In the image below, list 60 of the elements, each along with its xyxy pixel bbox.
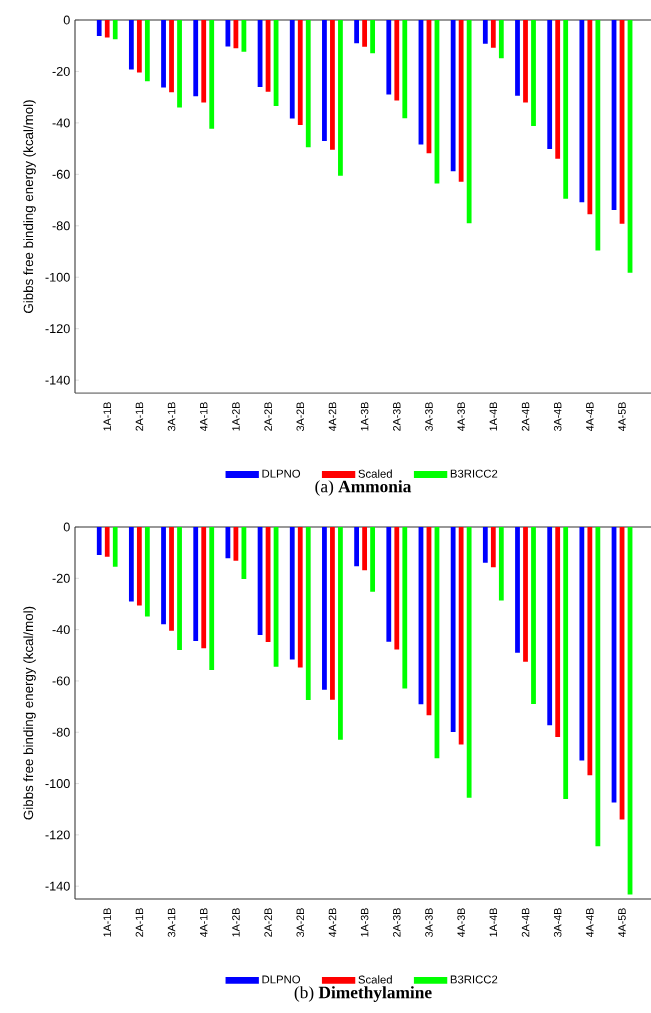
legend-label: Scaled [358,469,392,478]
x-tick-label: 1A-4B [489,908,497,937]
x-tick-label: 2A-2B [264,402,272,431]
text: (b) Dimethylamine [294,986,432,1002]
x-tick-label: 1A-3B [360,908,369,937]
x-tick-label: 3A-3B [425,908,433,937]
x-tick-label: 4A-4B [586,908,594,938]
x-tick-label: 4A-3B [457,908,465,938]
x-tick-label: 1A-3B [360,402,369,431]
x-tick-label: 3A-4B [553,908,562,937]
y-tick-label: -100 [45,272,70,282]
x-tick-label: 3A-4B [553,402,562,431]
x-tick-label: 4A-1B [200,908,208,938]
x-tick-label: 2A-3B [393,908,401,937]
x-tick-label: 1A-2B [232,402,240,431]
x-tick-label: 4A-1B [200,402,208,432]
y-tick-label: -60 [52,169,70,179]
x-tick-label: 2A-1B [135,402,144,431]
y-tick-label: 0 [63,522,70,532]
y-tick-label: -120 [45,830,70,840]
x-tick-label: 3A-1B [167,908,176,937]
y-axis-title: Gibbs free binding energy (kcal/mol) [23,100,36,313]
y-tick-label: -40 [52,625,70,635]
legend-label: Scaled [358,975,392,984]
legend-label: DLPNO [262,975,301,984]
x-tick-label: 4A-3B [457,402,465,432]
x-tick-label: 1A-2B [232,908,240,937]
x-tick-label: 1A-1B [103,908,111,937]
x-tick-label: 2A-4B [521,402,530,431]
y-axis-title: Gibbs free binding energy (kcal/mol) [23,606,36,820]
x-tick-label: 2A-4B [521,908,530,937]
legend-label: B3RICC2 [450,469,498,478]
x-tick-label: 4A-5B [618,908,626,938]
y-tick-label: -20 [52,66,70,76]
y-tick-label: -80 [52,221,70,231]
x-tick-label: 3A-1B [167,402,176,431]
x-tick-label: 4A-2B [328,402,337,432]
y-tick-label: 0 [63,15,70,25]
x-tick-label: 2A-1B [135,908,144,937]
y-tick-label: -80 [52,727,70,737]
y-tick-label: -140 [45,375,70,385]
y-tick-label: -40 [52,118,70,128]
x-tick-label: 4A-2B [328,908,337,938]
x-tick-label: 1A-4B [489,402,497,431]
x-tick-label: 3A-3B [425,402,433,431]
legend-label: DLPNO [262,469,301,478]
x-tick-label: 3A-2B [296,402,305,431]
y-tick-label: -100 [45,779,70,789]
x-tick-label: 3A-2B [296,908,305,937]
x-tick-label: 1A-1B [103,402,111,431]
y-tick-label: -120 [45,324,70,334]
y-tick-label: -140 [45,881,70,891]
legend-label: B3RICC2 [450,975,498,984]
y-tick-label: -60 [52,676,70,686]
x-tick-label: 4A-5B [618,402,626,432]
x-tick-label: 2A-3B [393,402,401,431]
text: (a) Ammonia [315,480,412,496]
x-tick-label: 4A-4B [586,402,594,432]
x-tick-label: 2A-2B [264,908,272,937]
y-tick-label: -20 [52,573,70,583]
